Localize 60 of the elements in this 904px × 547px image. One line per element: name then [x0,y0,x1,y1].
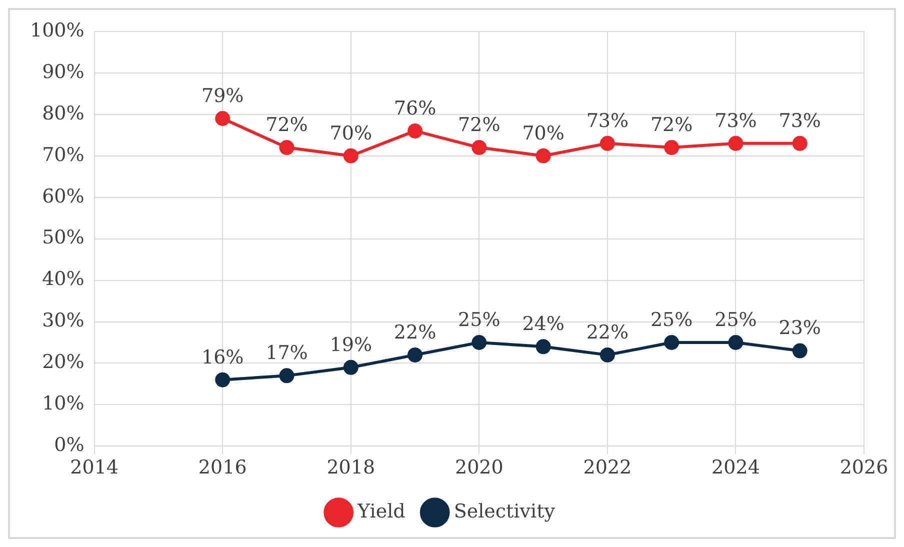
data-label: 22% [586,321,629,344]
point [343,360,358,375]
point [408,123,423,138]
data-label: 17% [266,342,308,364]
x-tick-label: 2022 [583,456,632,479]
data-label: 73% [586,110,629,132]
point [279,368,294,384]
x-tick-label: 2026 [840,456,888,479]
legend-label: Selectivity [454,500,556,522]
y-tick-label: 40% [42,268,84,290]
data-label: 23% [778,317,821,340]
data-label: 72% [650,114,693,136]
legend-label: Yield [356,500,406,522]
data-label: 76% [394,97,436,120]
y-tick-label: 10% [42,392,84,415]
y-tick-label: 20% [42,351,84,374]
data-label: 24% [522,313,564,336]
data-label: 73% [714,110,757,132]
point [472,335,487,350]
point [664,335,680,350]
y-tick-label: 30% [42,310,84,332]
data-label: 25% [650,308,693,331]
point [279,140,294,156]
y-tick-label: 0% [54,434,84,456]
data-label: 79% [201,84,244,107]
data-label: 72% [266,114,308,136]
x-tick-label: 2024 [712,456,760,479]
point [536,148,551,164]
point [792,136,808,151]
data-label: 72% [458,114,500,136]
data-label: 16% [201,346,244,368]
y-tick-label: 90% [42,60,84,83]
point [536,339,551,354]
data-label: 70% [522,122,564,144]
data-label: 73% [778,110,821,132]
point [408,347,423,362]
data-label: 70% [330,122,372,144]
point [215,111,230,126]
x-tick-label: 2020 [454,456,504,479]
y-tick-label: 80% [42,102,84,124]
point [472,140,487,156]
data-label: 25% [458,308,500,331]
point [728,136,744,151]
y-tick-label: 50% [42,226,84,249]
point [728,335,744,350]
point [215,372,230,388]
y-tick-label: 100% [30,19,84,42]
point [600,136,615,151]
point [792,343,808,358]
data-label: 19% [330,334,372,356]
x-tick-label: 2018 [326,456,376,479]
data-label: 22% [394,321,436,344]
point [343,148,358,164]
y-tick-label: 60% [42,185,84,208]
y-tick-label: 70% [42,144,84,166]
point [600,347,615,362]
data-label: 25% [714,308,757,331]
x-tick-label: 2016 [198,456,247,479]
x-tick-label: 2014 [70,456,118,479]
point [664,140,680,156]
